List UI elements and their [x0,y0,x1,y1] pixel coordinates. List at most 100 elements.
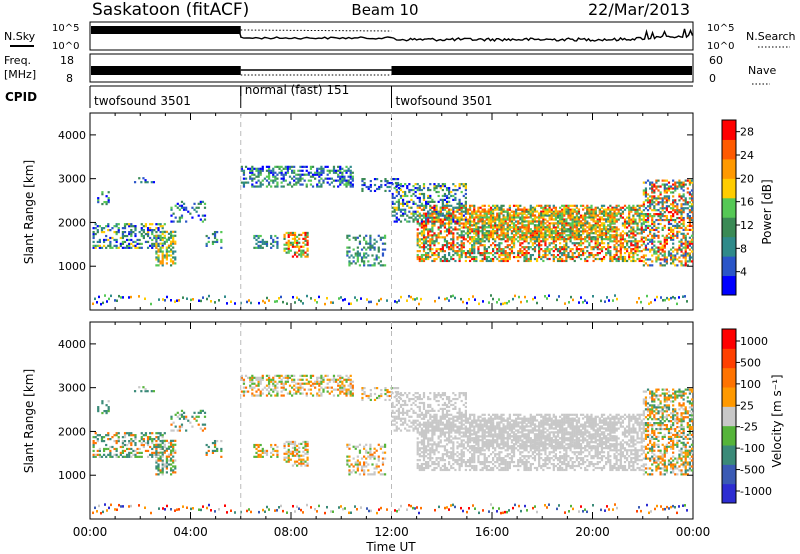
power-cell [128,244,131,247]
velocity-cell [126,443,129,447]
power-cell [128,246,131,249]
power-cell [592,220,595,223]
power-cell [479,251,482,255]
power-cell [427,251,430,255]
power-cell [619,248,622,251]
power-cell [466,251,470,255]
velocity-cell [174,471,177,474]
power-cell [155,234,158,237]
power-cell [680,213,683,216]
power-cell [567,222,570,225]
power-cell [494,226,497,229]
power-cell [542,218,545,221]
power-cell [510,246,514,249]
power-cell [479,253,482,257]
power-cell [542,222,545,225]
power-cell [567,206,570,209]
power-cell [646,179,650,182]
power-cell [642,228,645,231]
power-cell [458,224,461,227]
power-cell [663,236,666,239]
power-cell [487,208,491,211]
power-cell [600,257,604,261]
velocity-cell [270,380,273,383]
power-cell [579,224,583,227]
velocity-cell [153,445,156,449]
power-cell [508,248,511,251]
power-cell [653,183,656,186]
velocity-cell [167,441,171,444]
power-cell [441,183,444,186]
velocity-cell [144,441,148,445]
power-cell [121,232,125,236]
power-cell [651,203,654,206]
velocity-cell [146,443,150,447]
power-cell [642,216,645,220]
power-cell [515,226,518,229]
power-cell [445,244,449,247]
power-cell [674,201,677,204]
power-cell [678,216,681,220]
power-cell [483,244,486,247]
power-cell [577,210,581,213]
power-cell [395,212,398,215]
power-cell [360,297,362,300]
power-cell [665,201,668,204]
velocity-cell [155,443,158,446]
power-cell [172,246,175,249]
power-cell [517,222,520,225]
power-cell [94,223,97,226]
power-cell [508,214,511,217]
power-cell [134,244,137,247]
power-cell [571,257,574,261]
velocity-cell [92,441,95,445]
power-cell [105,202,108,206]
power-cell [473,248,476,251]
power-cell [657,179,660,182]
power-cell [216,230,219,234]
power-cell [433,212,436,215]
power-cell [416,297,418,300]
power-cell [577,224,581,227]
power-cell [488,301,490,304]
power-cell [468,228,472,231]
power-cell [500,237,503,241]
power-cell [416,188,419,192]
power-cell [458,186,461,190]
power-cell [686,215,689,218]
power-cell [569,255,572,259]
power-cell [142,177,145,180]
power-cell [544,255,547,259]
power-cell [615,253,618,257]
power-cell [651,260,654,263]
power-cell [502,237,505,241]
power-cell [678,179,681,182]
power-cell [613,253,616,257]
power-cell [640,240,643,243]
power-cell [414,186,417,190]
power-cell [586,240,589,243]
power-cell [582,204,585,207]
power-cell [126,234,129,238]
power-cell [460,240,463,243]
velocity-cell [113,447,116,451]
power-cell [527,232,530,235]
power-cell [280,181,283,184]
power-cell [187,210,190,213]
power-cell [613,257,616,261]
power-cell [544,236,547,239]
power-cell [477,238,480,241]
power-cell [567,224,570,227]
power-cell [420,202,424,205]
power-cell [563,251,566,255]
power-cell [672,228,675,231]
power-cell [613,222,616,225]
power-cell [140,234,143,238]
power-cell [429,204,432,207]
power-cell [512,237,516,241]
power-cell [602,226,606,229]
power-cell [521,250,524,253]
power-cell [659,193,662,196]
power-cell [360,260,364,263]
power-cell [468,206,472,209]
